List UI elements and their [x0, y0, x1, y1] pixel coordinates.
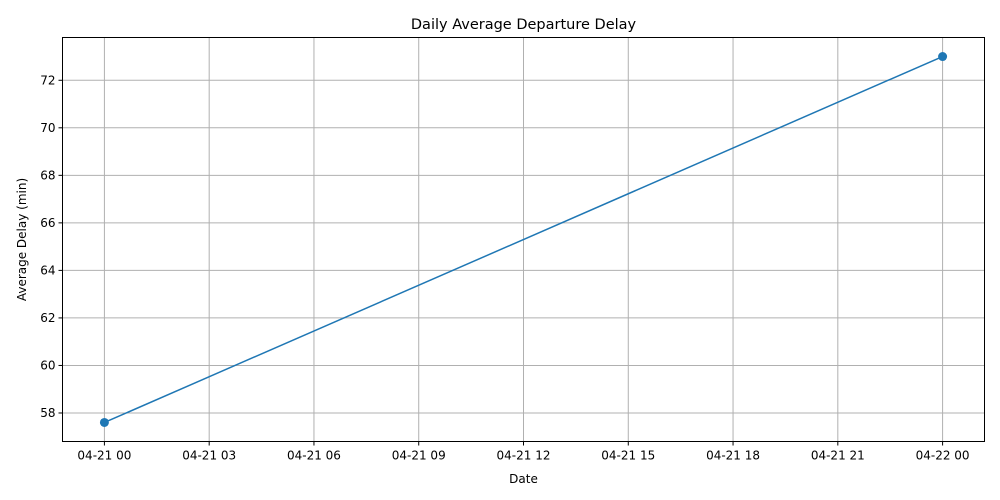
tick-layer: 04-21 00 04-21 03 04-21 06 04-21 09 04-21 12…	[40, 73, 969, 462]
y-tick-label: 60	[40, 358, 55, 372]
x-tick-label: 04-21 03	[182, 449, 236, 463]
x-axis-title: Date	[509, 472, 538, 486]
x-tick-label: 04-21 00	[77, 449, 131, 463]
series-line	[104, 55, 943, 424]
y-tick-label: 70	[40, 121, 55, 135]
series-layer	[99, 52, 948, 427]
x-tick-label: 04-21 21	[811, 449, 865, 463]
data-point	[99, 417, 109, 427]
x-tick-label: 04-21 18	[706, 449, 760, 463]
y-tick-label: 66	[40, 216, 55, 230]
chart-title: Daily Average Departure Delay	[411, 17, 637, 33]
y-tick-label: 68	[40, 168, 55, 182]
x-tick-label: 04-22 00	[916, 449, 970, 463]
x-tick-label: 04-21 12	[497, 449, 551, 463]
data-point	[938, 52, 948, 62]
x-tick-label: 04-21 15	[601, 449, 655, 463]
grid-layer	[62, 37, 985, 442]
y-tick-label: 72	[40, 73, 55, 87]
y-tick-label: 58	[40, 406, 55, 420]
y-tick-label: 64	[40, 263, 55, 277]
y-tick-label: 62	[40, 311, 55, 325]
x-tick-label: 04-21 09	[392, 449, 446, 463]
x-tick-label: 04-21 06	[287, 449, 341, 463]
y-axis-title: Average Delay (min)	[15, 178, 29, 301]
